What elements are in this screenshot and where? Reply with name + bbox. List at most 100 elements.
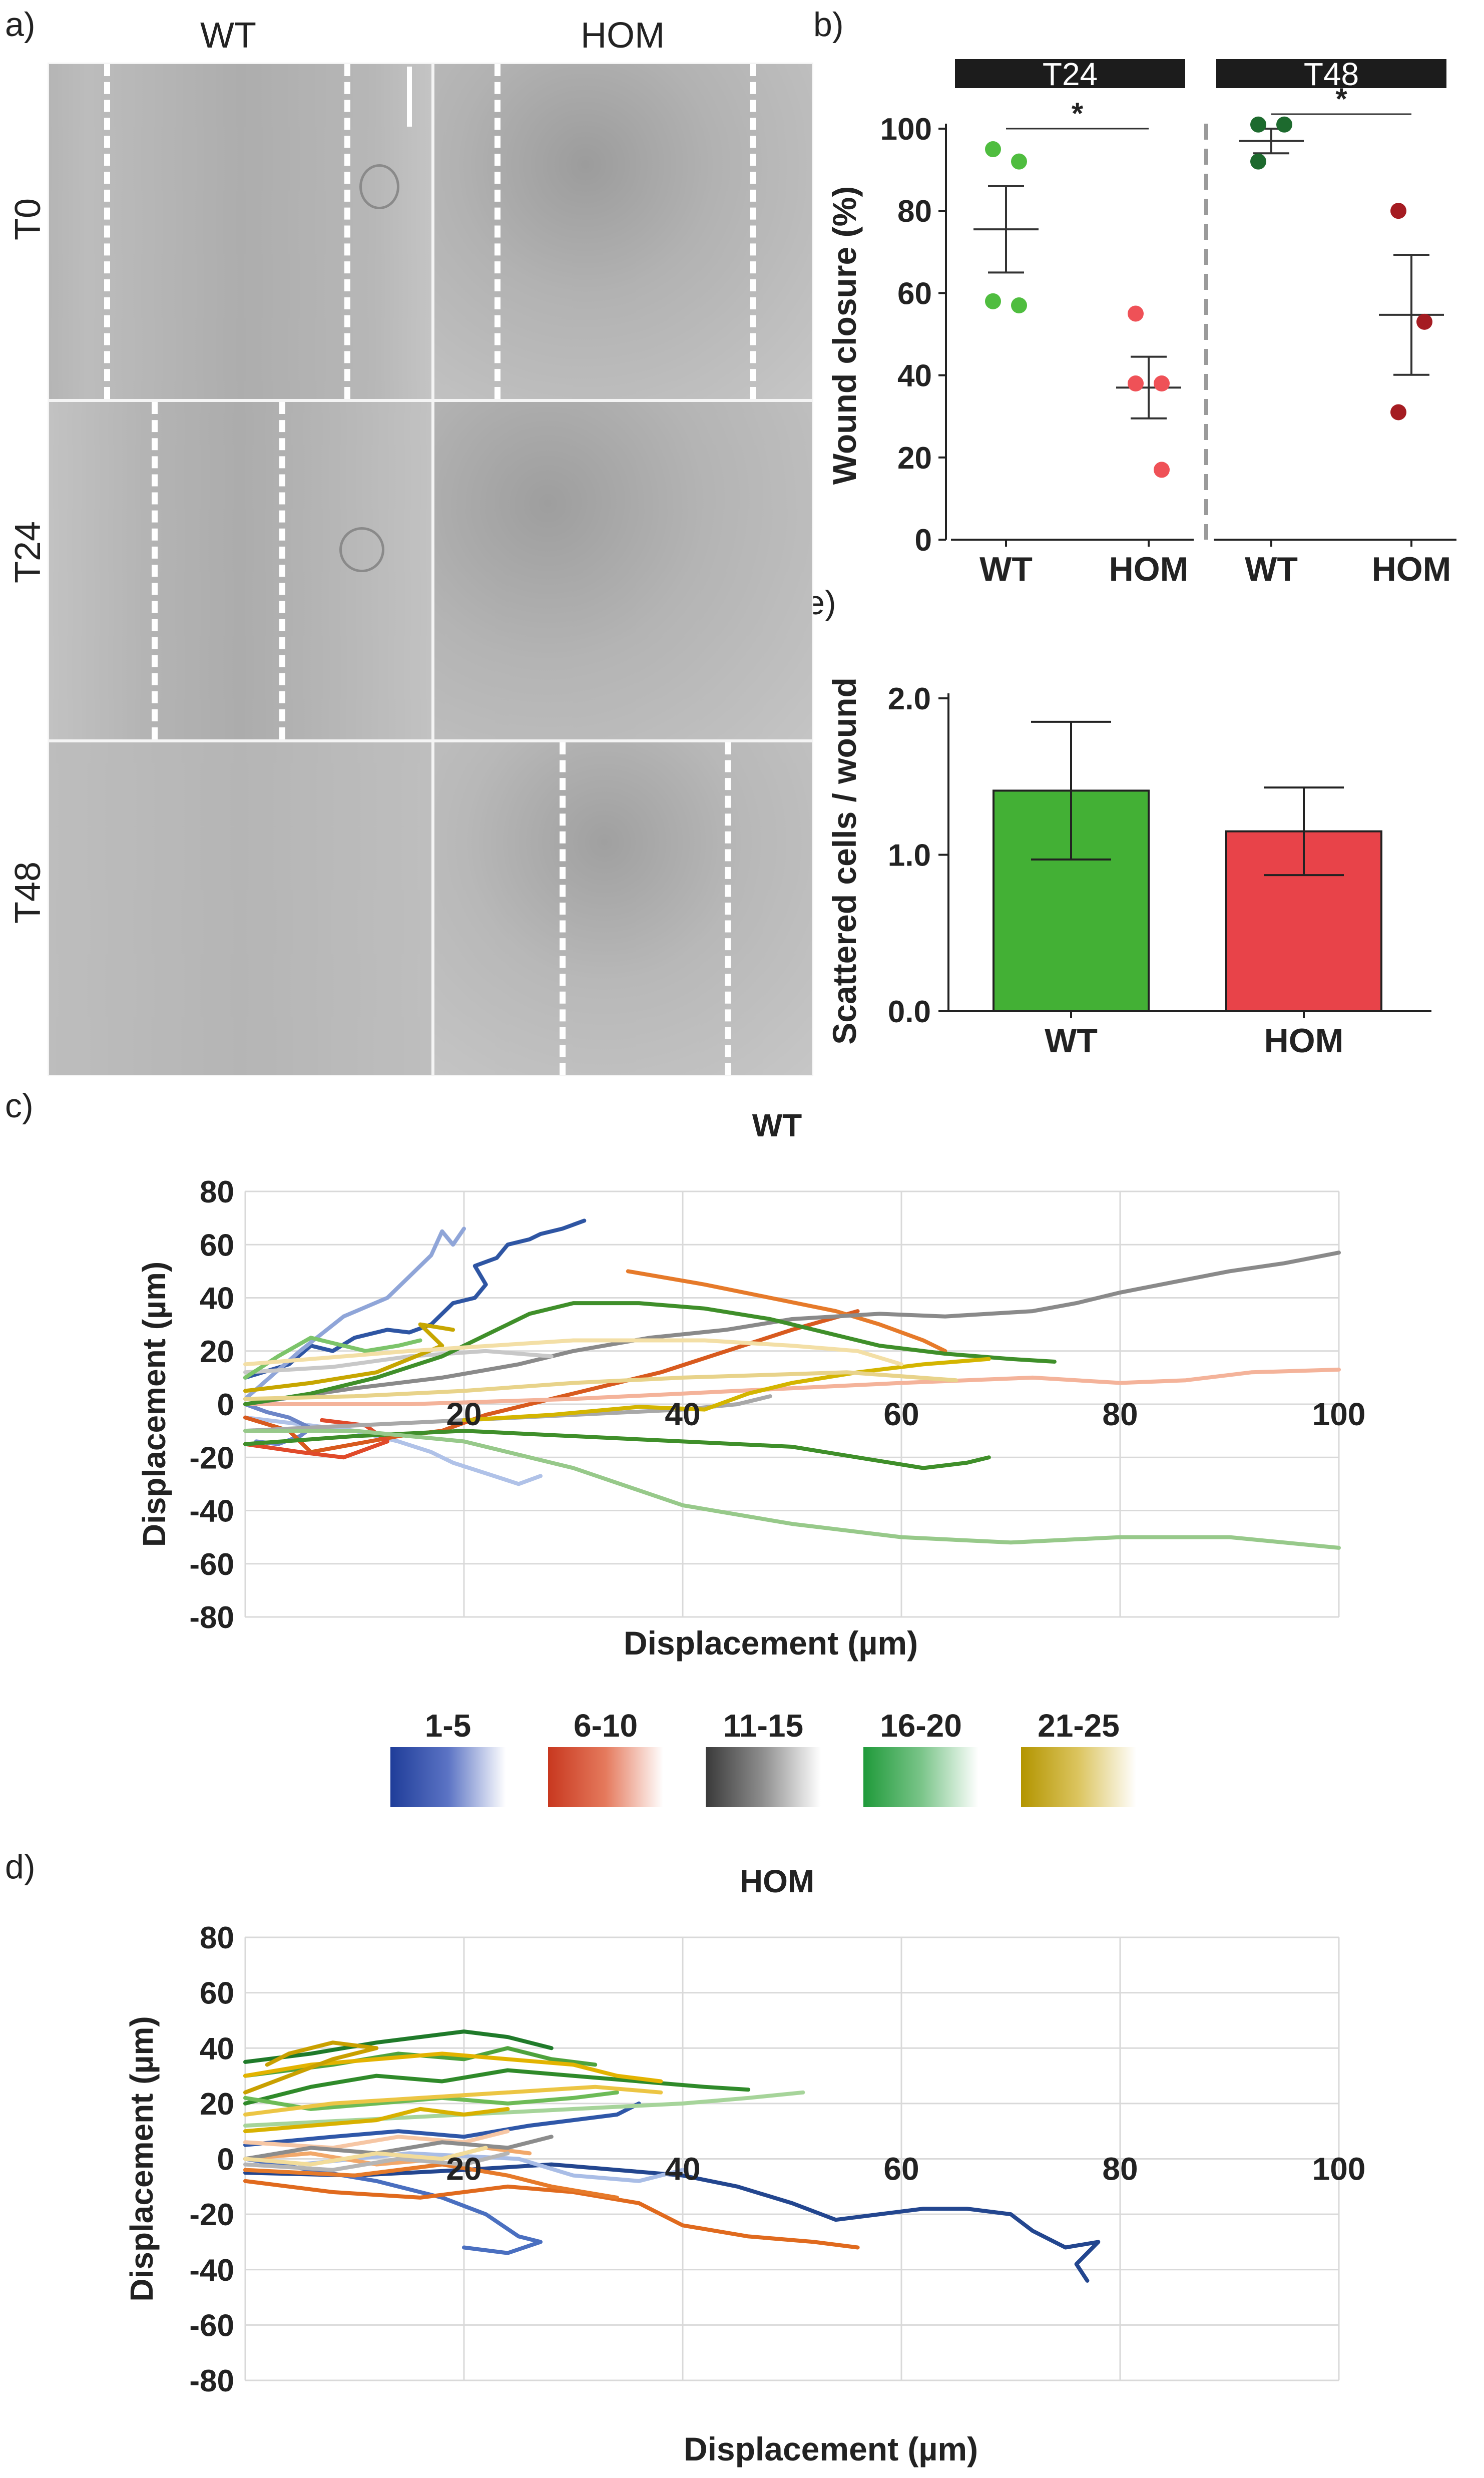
y-tick-label: 60 <box>897 276 932 311</box>
trajectory-6-10-6 <box>243 1367 1341 1406</box>
legend-swatch <box>706 1747 821 1807</box>
data-point <box>985 293 1001 309</box>
trajectory-21-25-15 <box>243 1322 455 1393</box>
trajectory-11-15-8 <box>243 1251 1341 1406</box>
y-tick-label: 0 <box>217 2143 234 2177</box>
y-tick-label: 80 <box>200 1921 234 1955</box>
significance-marker: * <box>1072 97 1084 130</box>
y-tick-label: 80 <box>200 1175 234 1209</box>
row-label-t0: T0 <box>8 198 48 240</box>
timepoint-header-label: T48 <box>1304 56 1359 92</box>
x-axis-label: Displacement (µm) <box>684 2430 978 2467</box>
y-tick-label: 60 <box>200 1228 234 1263</box>
y-tick-label: 2.0 <box>888 682 931 716</box>
legend-swatch <box>1021 1747 1136 1807</box>
legend-label: 16-20 <box>880 1708 962 1744</box>
x-tick-label: WT <box>979 550 1033 581</box>
wound-edge-left <box>104 64 110 399</box>
y-tick-label: 40 <box>200 1282 234 1316</box>
trajectory-21-25-17 <box>243 1338 903 1367</box>
timepoint-header-label: T24 <box>1043 56 1098 92</box>
row-label-t48: T48 <box>8 861 48 924</box>
x-axis-label: Displacement (µm) <box>624 1624 918 1662</box>
legend-label: 21-25 <box>1038 1708 1120 1744</box>
micrograph-hom-t24 <box>433 400 813 741</box>
y-tick-label: 0 <box>217 1388 234 1422</box>
trajectory-21-25-19 <box>243 2085 663 2117</box>
wound-edge-right <box>344 64 350 399</box>
trajectory-21-25-16 <box>462 1357 991 1422</box>
data-point <box>1154 375 1170 392</box>
legend-swatch <box>548 1747 663 1807</box>
trajectory-6-10-5 <box>626 1269 947 1353</box>
y-axis-label: Displacement (µm) <box>124 2016 160 2301</box>
wound-edge-right <box>750 64 756 399</box>
data-point <box>985 141 1001 158</box>
data-point <box>1250 116 1266 133</box>
y-tick-label: 0.0 <box>888 995 931 1029</box>
timepoint-header-t48 <box>1216 59 1446 88</box>
y-axis-label: Displacement (µm) <box>136 1262 172 1547</box>
micrograph-hom-t48 <box>433 741 813 1076</box>
data-point <box>1250 153 1266 170</box>
column-label-hom: HOM <box>581 16 665 56</box>
data-point <box>1390 404 1406 421</box>
trajectory-21-25-17 <box>243 2107 510 2134</box>
micrograph-wt-t48 <box>48 741 433 1076</box>
legend-swatch <box>390 1747 506 1807</box>
scale-bar <box>407 67 412 127</box>
y-tick-label: -40 <box>189 1494 234 1529</box>
scattered-cells-chart: Scattered cells / wound 0.0 1.0 2.0 WT HOM <box>826 677 1431 1060</box>
y-tick-label: -80 <box>189 2364 234 2398</box>
trajectory-11-15-8 <box>243 2135 554 2161</box>
trajectory-11-15-10 <box>243 1349 554 1375</box>
y-tick-label: -20 <box>189 2198 234 2232</box>
trajectory-6-10-4 <box>243 1309 860 1454</box>
trajectory-21-25-18 <box>243 1370 958 1401</box>
y-tick-label: -40 <box>189 2253 234 2288</box>
y-tick-label: 0 <box>915 523 932 558</box>
data-point <box>1390 203 1406 219</box>
hom-trajectory-chart: HOM 80 60 40 20 0 -20 -40 -60 -80 20 40 60 80 100 Displ… <box>124 1863 1365 2467</box>
trajectory-11-15-9 <box>243 2151 510 2172</box>
panel-label-d: d) <box>5 1848 36 1886</box>
legend-label: 1-5 <box>424 1708 471 1744</box>
cell-cluster <box>339 527 384 572</box>
micrograph-hom-t0 <box>433 63 813 400</box>
wound-edge-left <box>494 64 501 399</box>
y-axis-label: Wound closure (%) <box>826 186 863 485</box>
data-point <box>1011 153 1027 170</box>
wt-trajectory-chart: WT 80 60 40 20 0 -20 -40 -60 -80 20 40 60 80 100 Displa… <box>136 1107 1366 1662</box>
trajectory-16-20-11 <box>243 1301 1057 1406</box>
wound-edge-right <box>279 402 285 739</box>
microscopy-panel: WT HOM T0 T24 T48 <box>0 0 813 1081</box>
micrograph-wt-t24 <box>48 400 433 741</box>
y-tick-label: -20 <box>189 1441 234 1475</box>
y-tick-label: -80 <box>189 1600 234 1635</box>
y-tick-label: 20 <box>897 441 932 476</box>
x-tick-label: WT <box>1245 550 1298 581</box>
panel-label-a: a) <box>5 6 36 44</box>
panel-label-b: b) <box>813 6 844 44</box>
trajectory-6-10-7 <box>243 2129 510 2150</box>
y-tick-label: 60 <box>200 1976 234 2011</box>
y-tick-label: 20 <box>200 1335 234 1369</box>
data-point <box>1276 116 1292 133</box>
wound-edge-left <box>152 402 158 739</box>
x-tick-label: 60 <box>883 1396 919 1432</box>
x-tick-label: HOM <box>1372 550 1451 581</box>
trajectory-1-5-0 <box>243 1218 587 1380</box>
y-tick-label: 1.0 <box>888 839 931 873</box>
legend-item-1-5: 1-5 <box>390 1707 506 1807</box>
data-point <box>1011 297 1027 314</box>
y-tick-label: 100 <box>880 112 932 147</box>
data-point <box>1128 305 1144 322</box>
micrograph-wt-t0 <box>48 63 433 400</box>
y-axis-label: Scattered cells / wound <box>826 677 863 1045</box>
legend-swatch <box>863 1747 978 1807</box>
column-label-wt: WT <box>200 16 256 56</box>
trajectory-21-25-18 <box>243 2146 488 2167</box>
timepoint-header-t24 <box>955 59 1185 88</box>
x-tick-label: 100 <box>1312 1396 1366 1432</box>
